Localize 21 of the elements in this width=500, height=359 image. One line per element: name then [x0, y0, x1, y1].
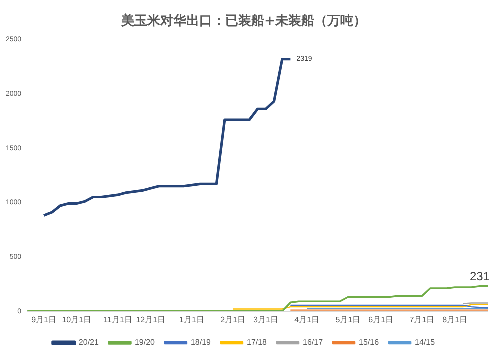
x-tick-label: 7月1日 — [410, 315, 435, 324]
x-tick-label: 5月1日 — [336, 315, 361, 324]
x-tick-label: 9月1日 — [32, 315, 56, 324]
legend-label: 15/16 — [359, 338, 380, 348]
x-tick-label: 3月1日 — [254, 315, 278, 324]
legend-label: 14/15 — [415, 338, 436, 348]
x-tick-label: 6月1日 — [368, 315, 394, 324]
x-tick-label: 2月1日 — [220, 315, 246, 324]
x-tick-label: 11月1日 — [104, 315, 132, 324]
x-tick-label: 8月1日 — [442, 315, 468, 324]
legend-label: 17/18 — [246, 338, 268, 348]
x-tick-label: 10月1日 — [62, 315, 92, 324]
x-tick-label: 4月1日 — [294, 315, 320, 324]
legend-label: 18/19 — [190, 338, 212, 348]
legend-label: 20/21 — [78, 338, 100, 348]
legend-label: 16/17 — [303, 338, 324, 348]
x-tick-label: 12月1日 — [136, 315, 166, 324]
legend-label: 19/20 — [134, 338, 156, 348]
data-label: 231 — [470, 270, 490, 284]
x-tick-label: 1月1日 — [180, 315, 204, 324]
chart-title: 美玉米对华出口：已装船+未装船（万吨） — [120, 13, 366, 30]
